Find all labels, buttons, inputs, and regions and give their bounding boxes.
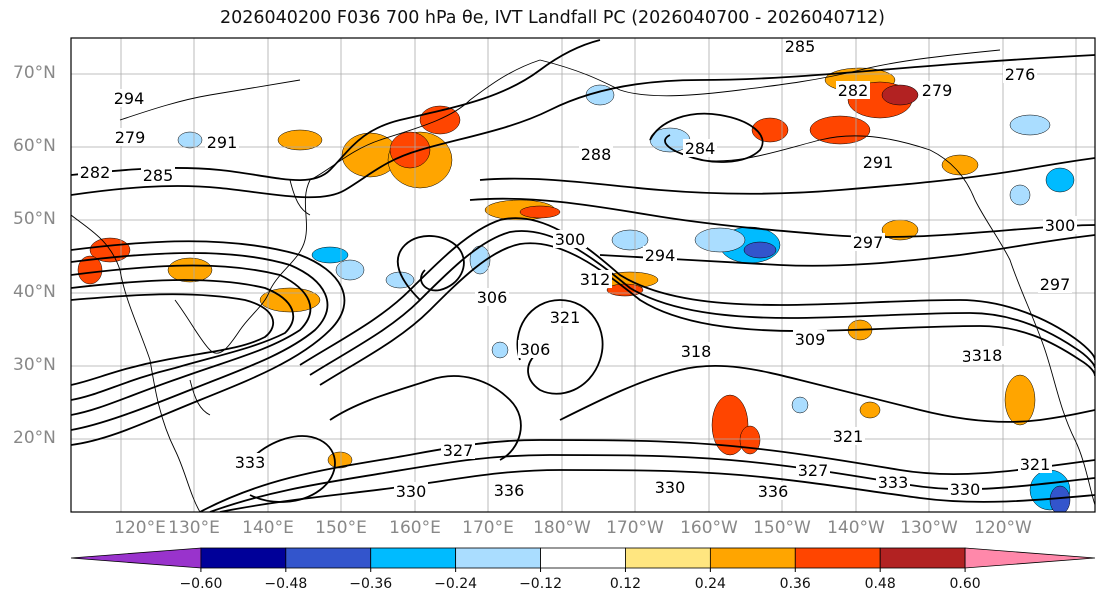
colorbar-tick-label: 0.36	[779, 576, 811, 592]
contour-label: 330	[396, 482, 427, 501]
contour-label: 291	[207, 133, 238, 152]
lon-label: 140°E	[242, 518, 294, 538]
contour-label: 336	[494, 481, 525, 500]
colorbar-segment	[370, 547, 457, 569]
colorbar-segment	[200, 547, 287, 569]
lon-label: 160°E	[389, 518, 441, 538]
map-title: 2026040200 F036 700 hPa θe, IVT Landfall…	[220, 8, 885, 28]
lon-label: 120°E	[114, 518, 166, 538]
contour-label: 300	[1045, 216, 1076, 235]
lon-label: 180°W	[533, 518, 591, 538]
colorbar-tick-label: 0.48	[864, 576, 896, 592]
colorbar-segment	[540, 547, 626, 569]
colorbar-tick-label: −0.60	[179, 576, 223, 592]
lon-label: 120°W	[974, 518, 1032, 538]
colorbar-tick-label: 0.24	[694, 576, 726, 592]
colorbar-tick-label: 0.60	[949, 576, 981, 592]
contour-label: 306	[477, 288, 508, 307]
lon-label: 150°W	[753, 518, 811, 538]
contour-label: 285	[143, 166, 174, 185]
contour-label: 285	[785, 37, 816, 56]
contour-label: 321	[833, 427, 864, 446]
contour-label: 294	[645, 246, 676, 265]
contour-label: 306	[520, 340, 551, 359]
lat-label: 50°N	[13, 209, 56, 229]
contour-label: 291	[863, 153, 894, 172]
colorbar-tick-label: −0.48	[264, 576, 308, 592]
lat-label: 30°N	[13, 355, 56, 375]
colorbar-segment	[794, 547, 881, 569]
lon-label: 140°W	[827, 518, 885, 538]
contour-label: 300	[555, 230, 586, 249]
contour-label: 330	[950, 480, 981, 499]
contour-label: 297	[1040, 275, 1071, 294]
contour-label: 288	[581, 145, 612, 164]
contour-label: 318	[681, 342, 712, 361]
contour-label: 336	[758, 482, 789, 501]
contour-label: 297	[853, 233, 884, 252]
colorbar-tick-label: −0.36	[349, 576, 393, 592]
lon-label: 160°W	[680, 518, 738, 538]
colorbar-segment	[709, 547, 796, 569]
colorbar-tick-label: 0.12	[609, 576, 642, 592]
colorbar-segment	[964, 547, 1096, 569]
contour-label: 282	[80, 163, 111, 182]
contour-label: 321	[1020, 455, 1051, 474]
contour-label: 327	[798, 461, 829, 480]
theta-e-contours	[71, 39, 1095, 512]
contour-label: 309	[795, 330, 826, 349]
lat-label: 60°N	[13, 136, 56, 156]
contour-label: 312	[580, 270, 611, 289]
contour-label: 333	[878, 473, 909, 492]
lat-label: 70°N	[13, 63, 56, 83]
contour-label: 321	[550, 308, 581, 327]
lon-label: 130°W	[900, 518, 958, 538]
contour-label: 327	[443, 441, 474, 460]
contour-label: 276	[1005, 65, 1036, 84]
contour-label: 279	[115, 128, 146, 147]
contour-label: 333	[235, 453, 266, 472]
lon-label: 170°E	[462, 518, 514, 538]
lat-label: 20°N	[13, 428, 56, 448]
lon-label: 130°E	[168, 518, 220, 538]
lon-label: 170°W	[606, 518, 664, 538]
contour-label: 282	[838, 81, 869, 100]
contour-label: 294	[114, 89, 145, 108]
lat-label: 40°N	[13, 282, 56, 302]
colorbar-tick-label: −0.24	[434, 576, 478, 592]
colorbar-segment	[70, 547, 202, 569]
contour-label: 330	[655, 478, 686, 497]
coastlines	[71, 49, 1095, 512]
lon-label: 150°E	[315, 518, 367, 538]
contour-label: 279	[922, 81, 953, 100]
colorbar-segment	[625, 547, 711, 569]
colorbar-segment	[455, 547, 541, 569]
colorbar-tick-label: −0.12	[519, 576, 562, 592]
colorbar-segment	[285, 547, 372, 569]
contour-label: 284	[685, 139, 716, 158]
colorbar	[70, 547, 1096, 572]
map-frame	[70, 37, 1096, 513]
contour-label: 318	[972, 346, 1003, 365]
colorbar-segment	[879, 547, 966, 569]
